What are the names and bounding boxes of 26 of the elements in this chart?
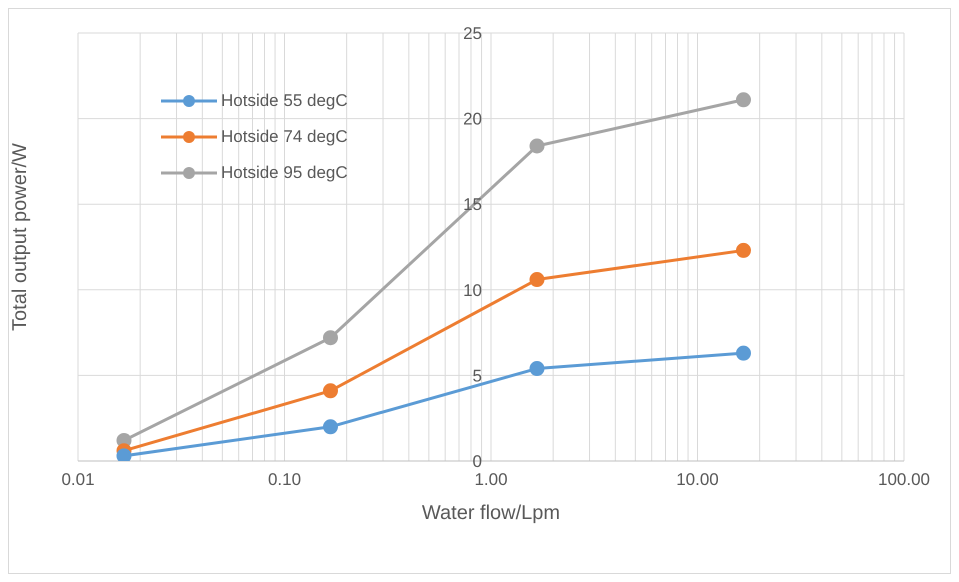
point [529,272,544,288]
point [736,242,751,258]
point [322,383,338,398]
point [322,419,338,434]
legend-label: Hotside 95 degC [221,162,348,184]
point [116,448,132,461]
point [736,346,751,361]
legend-label: Hotside 74 degC [221,126,348,148]
x-tick-label: 0.10 [268,470,302,489]
x-tick-label: 1.00 [474,470,508,489]
point [322,330,338,346]
y-axis-title: Total output power/W [9,142,32,331]
point [736,92,751,108]
y-tick-label: 20 [463,110,482,129]
y-tick-label: 15 [463,195,482,214]
x-tick-label: 0.01 [61,470,95,489]
x-tick-label: 10.00 [676,470,719,489]
x-axis-title: Water flow/Lpm [422,502,560,524]
point [529,361,544,376]
y-tick-label: 10 [463,280,482,300]
legend-label: Hotside 55 degC [221,90,348,112]
x-tick-label: 100.00 [878,470,930,489]
y-tick-label: 5 [472,366,482,386]
y-tick-label: 0 [472,452,482,471]
point [529,138,544,154]
y-tick-label: 25 [463,24,482,43]
